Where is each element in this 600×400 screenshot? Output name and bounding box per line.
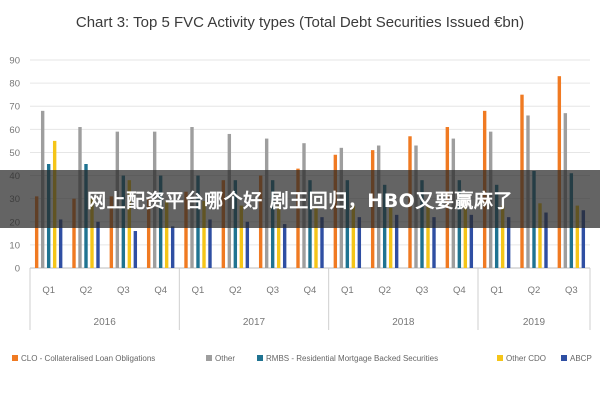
bar xyxy=(72,198,76,268)
overlay-banner-text: 网上配资平台哪个好 剧王回归，HBO又要赢麻了 xyxy=(87,190,513,212)
legend-label: Other xyxy=(215,354,235,363)
bar xyxy=(208,219,212,268)
legend-swatch xyxy=(561,355,567,361)
bar xyxy=(463,205,468,268)
bar xyxy=(500,205,505,268)
bar xyxy=(58,219,63,268)
bar xyxy=(96,221,100,268)
y-tick-label: 50 xyxy=(9,148,20,159)
bar xyxy=(184,191,188,268)
x-tick-label: Q2 xyxy=(528,285,541,296)
x-tick-label: Q1 xyxy=(341,285,354,296)
year-label: 2018 xyxy=(392,317,415,328)
x-tick-label: Q1 xyxy=(42,285,55,296)
bar xyxy=(544,212,548,268)
x-tick-label: Q2 xyxy=(80,285,93,296)
bar xyxy=(506,217,511,268)
legend-swatch xyxy=(497,355,503,361)
y-tick-label: 60 xyxy=(9,125,20,136)
y-tick-label: 0 xyxy=(15,264,20,275)
bar xyxy=(581,210,586,268)
legend-label: ABCP xyxy=(570,354,592,363)
bar xyxy=(245,221,250,268)
legend-swatch xyxy=(12,355,18,361)
year-label: 2016 xyxy=(94,317,117,328)
overlay-banner xyxy=(0,170,600,228)
x-tick-label: Q4 xyxy=(304,285,317,296)
bar xyxy=(239,205,244,268)
chart-title: Chart 3: Top 5 FVC Activity types (Total… xyxy=(75,14,525,31)
year-label: 2019 xyxy=(523,317,546,328)
x-tick-label: Q3 xyxy=(565,285,578,296)
y-tick-label: 10 xyxy=(9,240,20,251)
bar xyxy=(388,207,393,268)
y-axis-ticks: 0102030405060708090 xyxy=(9,56,20,275)
legend-label: RMBS - Residential Mortgage Backed Secur… xyxy=(266,354,438,363)
y-tick-label: 70 xyxy=(9,102,20,113)
bar xyxy=(357,217,362,268)
bar xyxy=(426,205,430,268)
x-tick-label: Q3 xyxy=(117,285,130,296)
x-tick-label: Q3 xyxy=(416,285,429,296)
legend-label: Other CDO xyxy=(506,354,546,363)
bar xyxy=(34,196,39,268)
bar xyxy=(276,205,281,268)
bar xyxy=(202,200,206,268)
year-label: 2017 xyxy=(243,317,266,328)
x-tick-label: Q4 xyxy=(154,285,167,296)
bar xyxy=(394,214,399,268)
x-tick-label: Q2 xyxy=(229,285,242,296)
bar xyxy=(146,198,151,268)
legend-label: CLO - Collateralised Loan Obligations xyxy=(21,354,155,363)
bar xyxy=(575,205,580,268)
bar xyxy=(469,214,474,268)
y-tick-label: 90 xyxy=(9,56,20,67)
y-tick-label: 80 xyxy=(9,79,20,90)
x-axis: Q1 Q2 Q3 Q4 Q1 Q2 Q3 Q4 Q1 Q2 Q3 Q4 Q1 Q2 Q3 2016 2017 20… xyxy=(29,268,591,330)
x-tick-label: Q2 xyxy=(378,285,391,296)
bar xyxy=(109,196,114,268)
legend-swatch xyxy=(257,355,263,361)
bar xyxy=(170,226,175,268)
bar xyxy=(282,224,287,268)
x-tick-label: Q1 xyxy=(192,285,205,296)
bar xyxy=(432,217,436,268)
x-tick-label: Q4 xyxy=(453,285,466,296)
bar xyxy=(314,207,318,268)
bar xyxy=(320,217,324,268)
x-tick-label: Q3 xyxy=(266,285,279,296)
bar xyxy=(90,198,94,268)
bar xyxy=(351,205,356,268)
bar xyxy=(164,200,169,268)
bar xyxy=(133,231,138,268)
legend: CLO - Collateralised Loan Obligations Oth… xyxy=(12,354,592,363)
bar xyxy=(538,203,542,268)
x-tick-label: Q1 xyxy=(490,285,503,296)
legend-swatch xyxy=(206,355,212,361)
